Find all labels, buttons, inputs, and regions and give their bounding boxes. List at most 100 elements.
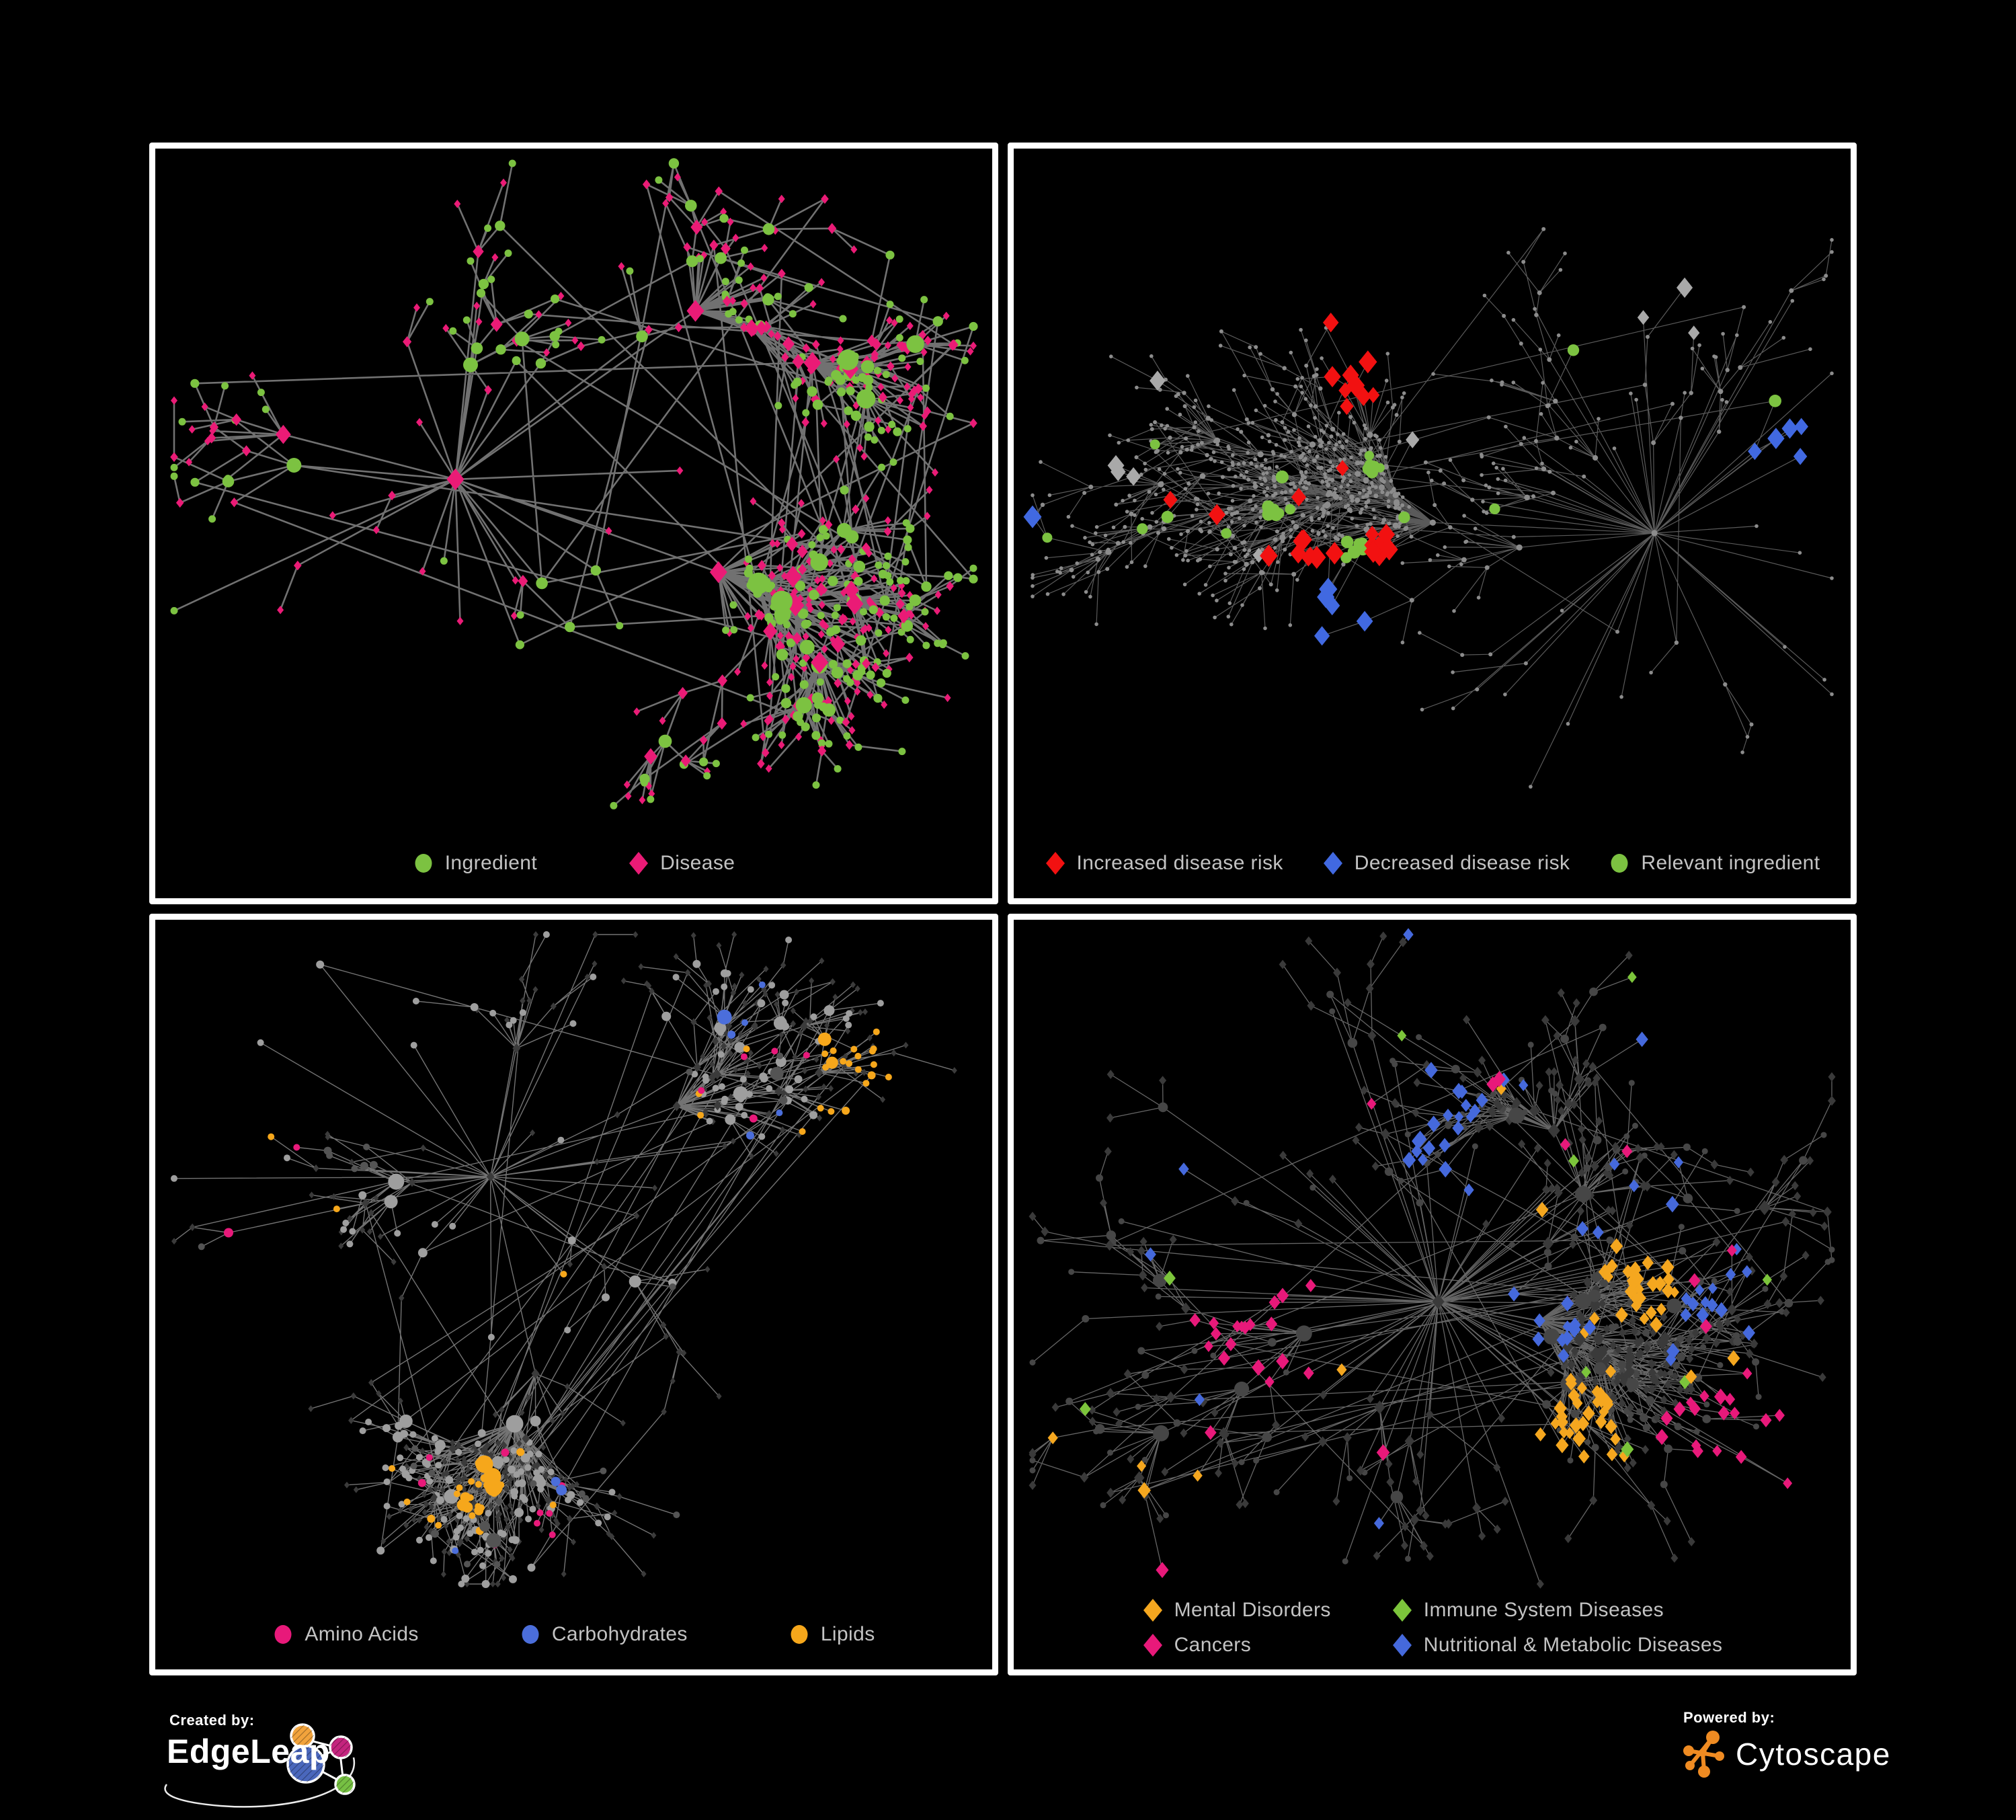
graph-node bbox=[1790, 299, 1795, 303]
graph-node bbox=[1755, 524, 1759, 528]
graph-node bbox=[1352, 420, 1357, 425]
graph-node bbox=[1100, 1198, 1107, 1208]
graph-node bbox=[1512, 1097, 1521, 1109]
graph-node bbox=[1240, 603, 1244, 607]
graph-node bbox=[1153, 1425, 1170, 1441]
graph-node bbox=[1583, 1276, 1592, 1287]
graph-node bbox=[1547, 469, 1552, 474]
graph-node bbox=[426, 1478, 434, 1485]
graph-node bbox=[329, 511, 336, 520]
graph-node bbox=[1291, 571, 1297, 577]
graph-node bbox=[836, 345, 844, 354]
graph-node bbox=[893, 427, 902, 436]
graph-node bbox=[860, 626, 866, 635]
graph-node bbox=[600, 1467, 607, 1474]
graph-node bbox=[1742, 305, 1746, 309]
graph-node bbox=[1029, 1359, 1036, 1366]
graph-node bbox=[1106, 1113, 1114, 1123]
graph-node bbox=[1264, 493, 1269, 498]
graph-node bbox=[1545, 403, 1550, 409]
graph-node bbox=[728, 1037, 734, 1044]
graph-node bbox=[340, 1226, 348, 1233]
graph-node bbox=[423, 1500, 430, 1508]
graph-node bbox=[171, 396, 177, 405]
graph-node bbox=[1294, 1218, 1303, 1229]
graph-node bbox=[1051, 1402, 1059, 1412]
graph-node bbox=[895, 333, 903, 342]
graph-node bbox=[1386, 504, 1391, 509]
graph-node bbox=[413, 303, 420, 312]
graph-node bbox=[1377, 453, 1382, 459]
graph-node bbox=[1540, 461, 1544, 466]
legend-diamond-icon bbox=[1392, 1599, 1412, 1622]
graph-node bbox=[501, 1468, 507, 1476]
graph-node bbox=[594, 1502, 600, 1510]
graph-node bbox=[1264, 471, 1269, 475]
graph-node bbox=[1435, 1151, 1441, 1158]
graph-node bbox=[553, 1517, 559, 1524]
graph-node bbox=[1271, 477, 1277, 483]
graph-node bbox=[1289, 350, 1293, 355]
graph-node bbox=[443, 1469, 450, 1478]
graph-node bbox=[1642, 1329, 1650, 1337]
graph-node bbox=[850, 410, 862, 421]
graph-node bbox=[1363, 477, 1369, 483]
graph-node bbox=[1426, 1551, 1434, 1561]
graph-node bbox=[1227, 467, 1232, 471]
graph-node bbox=[535, 1450, 542, 1458]
graph-node bbox=[1231, 483, 1236, 488]
disease-category-graph bbox=[1029, 928, 1836, 1589]
graph-node bbox=[189, 1223, 196, 1231]
graph-node bbox=[1289, 535, 1293, 539]
graph-node bbox=[519, 1494, 526, 1501]
graph-node bbox=[1275, 588, 1279, 592]
graph-node bbox=[1165, 407, 1169, 411]
graph-node bbox=[485, 1509, 492, 1517]
graph-node bbox=[501, 1448, 510, 1457]
graph-node bbox=[1480, 473, 1484, 477]
graph-node bbox=[1226, 506, 1231, 511]
graph-node bbox=[1325, 542, 1344, 565]
graph-node bbox=[1095, 557, 1100, 562]
graph-node bbox=[665, 192, 674, 202]
graph-node bbox=[1029, 1448, 1037, 1458]
graph-node bbox=[1519, 342, 1523, 346]
graph-node bbox=[1109, 354, 1113, 358]
graph-node bbox=[1283, 547, 1287, 552]
graph-node bbox=[1533, 1313, 1545, 1328]
graph-node bbox=[869, 1047, 876, 1055]
graph-node bbox=[612, 1509, 618, 1517]
graph-node bbox=[774, 991, 780, 998]
graph-node bbox=[515, 640, 525, 649]
graph-node bbox=[781, 352, 789, 362]
graph-node bbox=[1126, 467, 1141, 486]
graph-node bbox=[1535, 1427, 1546, 1441]
graph-node bbox=[383, 1503, 391, 1510]
graph-node bbox=[476, 288, 486, 298]
graph-node bbox=[565, 621, 575, 633]
graph-node bbox=[1180, 444, 1184, 449]
graph-node bbox=[713, 1069, 722, 1080]
graph-node bbox=[742, 1000, 748, 1007]
legend-diamond-icon bbox=[1143, 1599, 1162, 1622]
edgeleap-wordmark: EdgeLeap bbox=[167, 1733, 330, 1770]
graph-node bbox=[773, 1000, 779, 1008]
graph-node bbox=[1629, 1316, 1636, 1326]
graph-node bbox=[417, 1478, 426, 1487]
graph-node bbox=[1197, 592, 1201, 596]
graph-node bbox=[1404, 1131, 1411, 1138]
graph-node bbox=[1502, 313, 1506, 318]
graph-node bbox=[186, 458, 193, 467]
graph-node bbox=[1191, 1347, 1198, 1354]
graph-node bbox=[592, 960, 598, 967]
graph-node bbox=[856, 444, 864, 452]
graph-node bbox=[1576, 1311, 1584, 1320]
graph-node bbox=[1724, 1318, 1732, 1328]
graph-node bbox=[817, 612, 825, 619]
graph-node bbox=[1592, 454, 1599, 461]
graph-node bbox=[530, 1480, 537, 1487]
graph-node bbox=[817, 745, 827, 757]
graph-node bbox=[1584, 1078, 1592, 1088]
created-by-label: Created by: bbox=[169, 1712, 255, 1729]
graph-node bbox=[1618, 1328, 1626, 1338]
